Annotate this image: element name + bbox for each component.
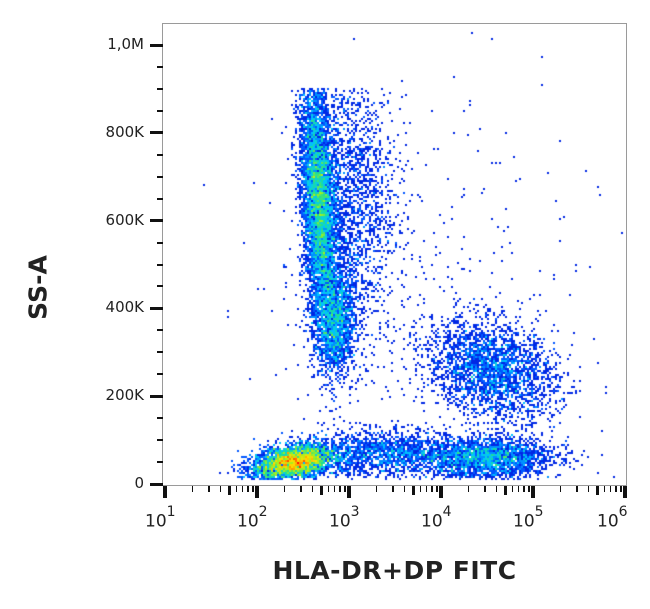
x-minor-tick bbox=[523, 486, 525, 492]
x-tick-exponent: 2 bbox=[258, 504, 268, 520]
y-major-tick bbox=[150, 43, 163, 47]
y-axis-title: SS-A bbox=[20, 255, 53, 320]
x-tick-exponent: 6 bbox=[618, 504, 628, 520]
x-minor-tick bbox=[411, 486, 415, 495]
y-tick-label: 200K bbox=[105, 386, 144, 405]
y-axis-title-text: SS-A bbox=[23, 255, 53, 320]
x-tick-exponent: 3 bbox=[350, 504, 360, 520]
y-minor-tick bbox=[157, 329, 163, 332]
x-minor-tick bbox=[375, 486, 378, 492]
x-major-tick bbox=[531, 486, 535, 498]
x-minor-tick bbox=[208, 486, 210, 492]
x-minor-tick bbox=[300, 486, 302, 492]
density-scatter-canvas bbox=[163, 24, 626, 485]
y-tick-label: 0 bbox=[134, 474, 144, 492]
y-tick-label: 1,0M bbox=[107, 35, 144, 53]
x-tick-label: 105 bbox=[513, 504, 544, 532]
x-tick-label: 101 bbox=[145, 504, 176, 532]
y-minor-tick bbox=[157, 153, 163, 156]
x-minor-tick bbox=[191, 486, 194, 492]
x-tick-label: 102 bbox=[237, 504, 268, 532]
x-minor-tick bbox=[517, 486, 520, 492]
x-minor-tick bbox=[241, 486, 244, 492]
y-minor-tick bbox=[157, 175, 163, 178]
x-axis-title: HLA-DR+DP FITC bbox=[272, 556, 517, 585]
x-minor-tick bbox=[528, 486, 530, 492]
y-tick-label: 600K bbox=[105, 210, 144, 229]
y-minor-tick bbox=[157, 351, 163, 354]
x-minor-tick bbox=[503, 486, 507, 495]
y-major-tick bbox=[150, 306, 163, 310]
y-minor-tick bbox=[157, 87, 163, 90]
x-tick-base: 10 bbox=[329, 511, 351, 532]
x-minor-tick bbox=[436, 486, 438, 492]
x-minor-tick bbox=[576, 486, 578, 492]
x-tick-label: 104 bbox=[421, 504, 452, 532]
x-minor-tick bbox=[419, 486, 422, 492]
x-tick-base: 10 bbox=[513, 511, 535, 532]
y-major-tick bbox=[150, 219, 163, 223]
x-minor-tick bbox=[615, 486, 617, 492]
x-minor-tick bbox=[425, 486, 428, 492]
y-minor-tick bbox=[157, 65, 163, 68]
x-minor-tick bbox=[484, 486, 486, 492]
x-minor-tick bbox=[603, 486, 606, 492]
x-minor-tick bbox=[392, 486, 394, 492]
y-minor-tick bbox=[157, 197, 163, 200]
x-minor-tick bbox=[333, 486, 336, 492]
x-minor-tick bbox=[431, 486, 433, 492]
x-minor-tick bbox=[227, 486, 231, 495]
x-tick-base: 10 bbox=[597, 511, 619, 532]
x-minor-tick bbox=[467, 486, 470, 492]
x-minor-tick bbox=[252, 486, 254, 492]
x-tick-label: 106 bbox=[597, 504, 628, 532]
y-tick-label: 800K bbox=[105, 122, 144, 141]
x-tick-base: 10 bbox=[237, 511, 259, 532]
x-minor-tick bbox=[511, 486, 514, 492]
x-tick-exponent: 1 bbox=[166, 504, 176, 520]
x-tick-label: 103 bbox=[329, 504, 360, 532]
x-minor-tick bbox=[311, 486, 314, 492]
y-major-tick bbox=[150, 394, 163, 398]
x-tick-base: 10 bbox=[421, 511, 443, 532]
x-minor-tick bbox=[595, 486, 599, 495]
x-tick-base: 10 bbox=[145, 511, 167, 532]
y-minor-tick bbox=[157, 285, 163, 288]
x-minor-tick bbox=[283, 486, 286, 492]
y-minor-tick bbox=[157, 263, 163, 266]
y-minor-tick bbox=[157, 439, 163, 442]
x-minor-tick bbox=[247, 486, 249, 492]
y-major-tick bbox=[150, 482, 163, 486]
y-minor-tick bbox=[157, 461, 163, 464]
x-major-tick bbox=[255, 486, 259, 498]
x-major-tick bbox=[347, 486, 351, 498]
x-tick-exponent: 5 bbox=[534, 504, 544, 520]
y-major-tick bbox=[150, 131, 163, 135]
x-minor-tick bbox=[559, 486, 562, 492]
y-tick-label: 400K bbox=[105, 298, 144, 317]
x-minor-tick bbox=[235, 486, 238, 492]
x-minor-tick bbox=[620, 486, 622, 492]
x-minor-tick bbox=[609, 486, 612, 492]
x-major-tick bbox=[163, 486, 167, 498]
y-minor-tick bbox=[157, 417, 163, 420]
x-tick-exponent: 4 bbox=[442, 504, 452, 520]
x-minor-tick bbox=[339, 486, 341, 492]
y-minor-tick bbox=[157, 241, 163, 244]
plot-area bbox=[162, 23, 627, 486]
y-minor-tick bbox=[157, 109, 163, 112]
x-major-tick bbox=[623, 486, 627, 498]
x-minor-tick bbox=[344, 486, 346, 492]
x-major-tick bbox=[439, 486, 443, 498]
x-minor-tick bbox=[219, 486, 222, 492]
x-minor-tick bbox=[587, 486, 590, 492]
x-minor-tick bbox=[319, 486, 323, 495]
x-minor-tick bbox=[403, 486, 406, 492]
x-minor-tick bbox=[327, 486, 330, 492]
x-minor-tick bbox=[495, 486, 498, 492]
y-minor-tick bbox=[157, 373, 163, 376]
